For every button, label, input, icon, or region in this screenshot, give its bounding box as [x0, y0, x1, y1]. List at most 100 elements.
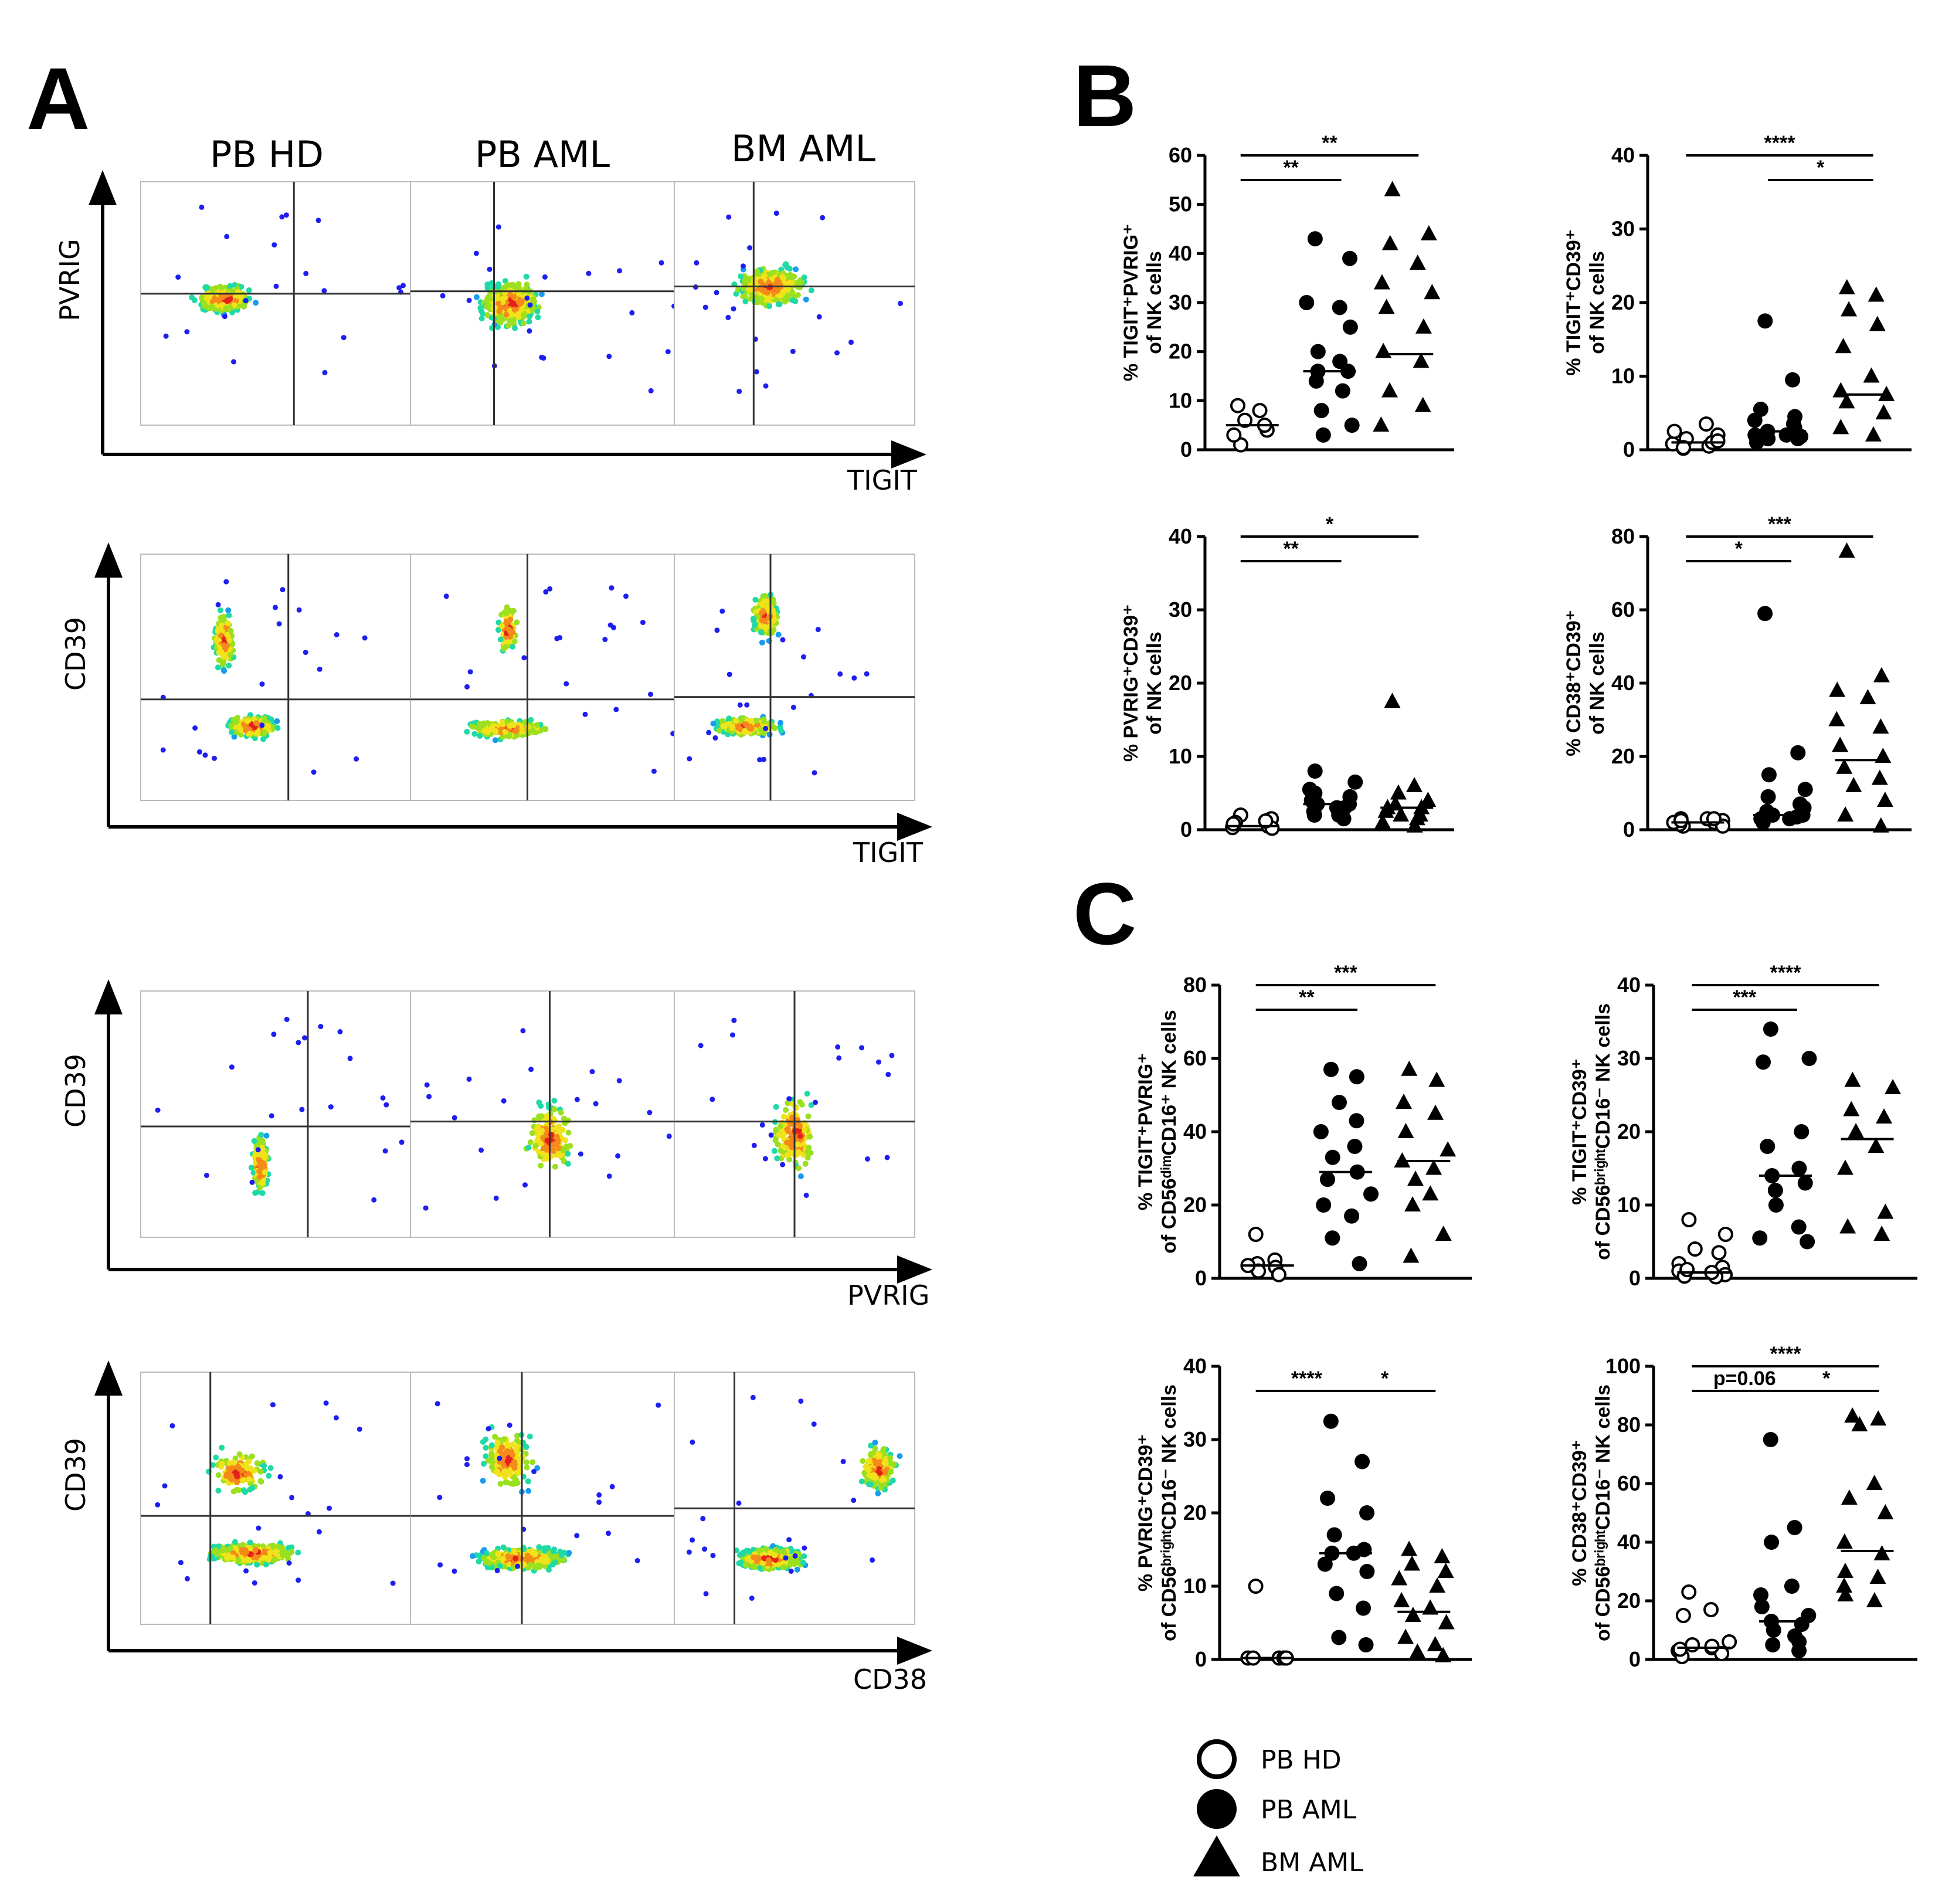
y-tick-label: 40 — [1169, 524, 1192, 548]
data-point-pb-hd — [1722, 1634, 1737, 1650]
y-tick-label: 10 — [1169, 744, 1192, 768]
data-point-pb-aml — [1761, 767, 1777, 783]
arrow-right-icon — [897, 1255, 932, 1284]
legend-open-circle-icon — [1197, 1739, 1237, 1779]
data-point-bm-aml — [1395, 1094, 1412, 1109]
data-point-bm-aml — [1838, 279, 1855, 294]
data-point-bm-aml — [1876, 1108, 1893, 1124]
significance-label: ** — [1299, 986, 1315, 1009]
flow-events — [443, 585, 676, 774]
data-point-pb-hd — [1252, 403, 1268, 419]
data-point-pb-aml — [1344, 1208, 1360, 1224]
significance-label: * — [1381, 1367, 1389, 1390]
y-axis-label: % CD38⁺CD39⁺ — [1569, 1440, 1591, 1586]
data-point-pb-aml — [1354, 1454, 1370, 1469]
data-point-pb-aml — [1344, 418, 1360, 433]
data-point-pb-aml — [1800, 1234, 1815, 1250]
data-point-bm-aml — [1869, 1569, 1886, 1584]
data-point-pb-hd — [1248, 1227, 1264, 1242]
data-point-pb-aml — [1797, 1175, 1813, 1191]
data-point-bm-aml — [1848, 1123, 1865, 1138]
data-point-bm-aml — [1844, 1071, 1861, 1087]
arrow-up-icon — [94, 1360, 123, 1396]
significance-label: ** — [1283, 538, 1299, 560]
y-axis-label: of NK cells — [1586, 251, 1608, 354]
data-point-pb-hd — [1676, 440, 1692, 456]
data-point-bm-aml — [1866, 1592, 1883, 1607]
y-tick-label: 40 — [1611, 671, 1635, 695]
data-point-bm-aml — [1406, 777, 1423, 792]
arrow-up-icon — [94, 979, 123, 1014]
data-point-pb-aml — [1331, 1095, 1347, 1110]
data-point-pb-hd — [1703, 1602, 1719, 1617]
data-point-pb-aml — [1329, 800, 1345, 816]
flow-plot — [674, 181, 915, 426]
data-point-pb-hd — [1271, 1267, 1286, 1282]
data-point-pb-aml — [1359, 1505, 1375, 1521]
y-axis-label: % CD38⁺CD39⁺ — [1563, 610, 1585, 756]
data-point-pb-aml — [1797, 782, 1813, 797]
data-point-bm-aml — [1407, 1170, 1424, 1186]
data-point-pb-aml — [1790, 745, 1806, 761]
y-tick-label: 20 — [1611, 744, 1635, 768]
data-point-bm-aml — [1838, 542, 1855, 558]
data-point-bm-aml — [1832, 419, 1849, 435]
legend-label-pb-hd: PB HD — [1261, 1745, 1342, 1775]
data-point-pb-aml — [1326, 1527, 1342, 1543]
data-point-pb-aml — [1342, 250, 1358, 266]
flow-events — [423, 1028, 672, 1211]
flow-events — [160, 579, 368, 775]
y-tick-label: 30 — [1169, 598, 1192, 622]
data-point-pb-aml — [1363, 1186, 1379, 1202]
data-point-bm-aml — [1409, 254, 1426, 270]
data-point-pb-aml — [1767, 1183, 1783, 1198]
flow-row-2: CD39 TIGIT — [60, 542, 932, 868]
data-point-pb-aml — [1764, 1535, 1780, 1550]
data-point-pb-aml — [1347, 1139, 1363, 1154]
data-point-bm-aml — [1851, 1416, 1868, 1431]
data-point-bm-aml — [1871, 769, 1888, 785]
flow-row-3: CD39 PVRIG — [60, 979, 932, 1311]
data-point-pb-aml — [1331, 1630, 1347, 1645]
data-point-bm-aml — [1425, 1159, 1442, 1175]
flow-plot — [410, 181, 690, 426]
flow-y-label: CD39 — [60, 1438, 91, 1512]
data-point-pb-hd — [1681, 1584, 1697, 1600]
column-title-pb-hd: PB HD — [210, 133, 324, 176]
data-point-bm-aml — [1397, 1628, 1414, 1644]
data-point-bm-aml — [1397, 1123, 1414, 1138]
data-point-pb-aml — [1752, 1230, 1768, 1246]
flow-plot — [410, 554, 690, 801]
data-point-pb-hd — [1685, 1637, 1700, 1652]
y-axis-label: of NK cells — [1143, 632, 1166, 735]
significance-label: * — [1326, 513, 1334, 535]
data-point-pb-aml — [1794, 1124, 1810, 1139]
data-point-pb-hd — [1226, 427, 1242, 443]
legend-filled-circle-icon — [1197, 1789, 1237, 1829]
y-axis-label: of CD56ᵇʳⁱᵍʰᵗCD16⁻ NK cells — [1592, 1003, 1614, 1260]
significance-label: * — [1822, 1367, 1831, 1390]
data-point-pb-hd — [1225, 816, 1241, 831]
y-tick-label: 0 — [1180, 817, 1192, 841]
y-tick-label: 40 — [1169, 241, 1192, 265]
y-tick-label: 50 — [1169, 192, 1192, 216]
data-point-bm-aml — [1393, 1592, 1410, 1607]
y-tick-label: 0 — [1180, 437, 1192, 461]
panel-letter-a: A — [26, 49, 90, 148]
flow-plot — [140, 181, 420, 426]
y-tick-label: 10 — [1169, 388, 1192, 412]
data-point-bm-aml — [1373, 274, 1390, 290]
data-point-pb-aml — [1307, 231, 1323, 247]
y-tick-label: 80 — [1611, 524, 1635, 548]
y-axis-label: of CD56ᵈⁱᵐCD16⁺ NK cells — [1158, 1010, 1180, 1254]
data-point-bm-aml — [1868, 286, 1885, 302]
flow-events — [434, 1401, 661, 1574]
data-point-pb-hd — [1704, 1638, 1720, 1654]
scatter-chart-1: 0 10 20 30 40 50 60 % TIGIT⁺PVRIG⁺ of NK cells **… — [1120, 132, 1454, 461]
data-point-pb-aml — [1784, 1579, 1800, 1594]
data-point-pb-aml — [1308, 373, 1324, 389]
y-tick-label: 40 — [1183, 1354, 1207, 1378]
y-tick-label: 100 — [1605, 1354, 1641, 1378]
panel-letter-b: B — [1073, 46, 1136, 145]
